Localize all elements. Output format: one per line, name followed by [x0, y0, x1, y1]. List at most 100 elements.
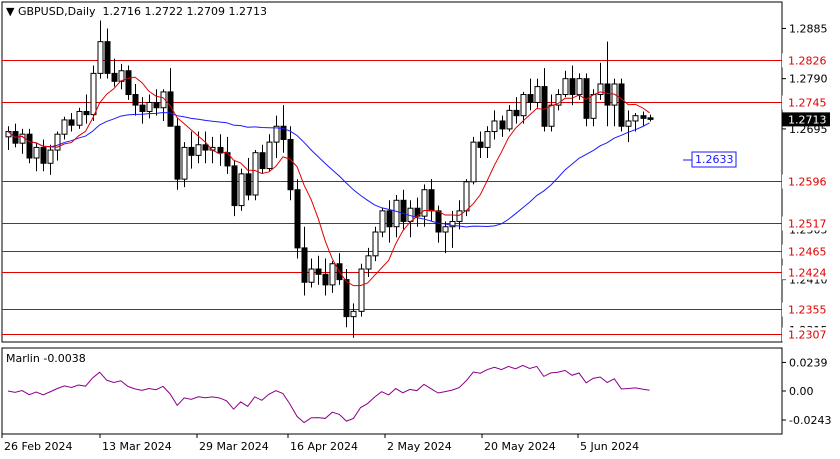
bearish-candle: [188, 146, 195, 156]
bearish-candle: [259, 152, 266, 170]
level-label-bg: [782, 53, 830, 68]
date-label: 5 Jun 2024: [580, 440, 639, 453]
date-label: 2 May 2024: [387, 440, 452, 453]
bearish-candle: [618, 83, 625, 127]
bullish-candle: [350, 310, 357, 318]
bearish-candle: [301, 247, 308, 283]
date-label: 29 Mar 2024: [199, 440, 269, 453]
fast-moving-average-line: [7, 76, 650, 287]
indicator-axis: 0.0239 0.00 -0.0243: [782, 356, 831, 427]
price-panel-frame: [1, 1, 783, 343]
bullish-candle: [358, 268, 365, 312]
bullish-candle: [576, 78, 583, 96]
bearish-candle: [541, 86, 548, 127]
time-axis: 26 Feb 2024 13 Mar 2024 29 Mar 2024 16 Apr …: [1, 434, 639, 453]
bullish-candle: [54, 133, 61, 151]
indicator-tick-label: 0.0239: [789, 356, 828, 369]
bearish-candle: [513, 109, 520, 117]
bullish-candle: [625, 120, 632, 127]
bullish-candle: [379, 210, 386, 233]
bearish-candle: [40, 146, 47, 164]
bullish-candle: [160, 91, 167, 109]
oscillator-line: [7, 364, 650, 424]
bearish-candle: [428, 189, 435, 212]
bullish-candle: [463, 181, 470, 212]
level-label-bg: [782, 244, 830, 259]
bullish-candle: [534, 86, 541, 103]
date-label: 26 Feb 2024: [4, 440, 72, 453]
indicator-tick-label: 0.00: [789, 385, 814, 398]
date-label: 16 Apr 2024: [290, 440, 358, 453]
level-label: 1.2465: [788, 246, 827, 259]
bullish-candle: [632, 115, 639, 122]
bullish-candle: [195, 144, 202, 156]
bullish-candle: [484, 131, 491, 148]
level-label-bg: [782, 327, 830, 342]
ohlc-values: 1.2716 1.2722 1.2709 1.2713: [102, 5, 267, 18]
bullish-candle: [61, 119, 68, 135]
bullish-candle: [442, 226, 449, 233]
bullish-candle: [33, 146, 40, 159]
level-label-bg: [782, 95, 830, 110]
bullish-candle: [470, 141, 477, 183]
bullish-candle: [421, 189, 428, 217]
level-price-labels: 1.2826 1.2745 1.2596 1.2517 1.2465 1.2424 1.23…: [782, 53, 830, 342]
bullish-candle: [238, 173, 245, 207]
bearish-candle: [132, 94, 139, 106]
bullish-candle: [118, 70, 125, 82]
bearish-candle: [111, 72, 118, 82]
bearish-candle: [104, 41, 111, 74]
bearish-candle: [400, 199, 407, 222]
slow-moving-average-line: [7, 111, 650, 228]
ma-value-label: 1.2633: [683, 151, 737, 168]
bearish-candle: [125, 70, 132, 96]
level-label: 1.2826: [788, 55, 827, 68]
indicator-value: -0.0038: [43, 352, 86, 365]
bearish-candle: [322, 273, 329, 286]
bullish-candle: [76, 110, 83, 126]
bearish-candle: [217, 146, 224, 154]
ma-label-text: 1.2633: [695, 153, 734, 166]
bearish-candle: [26, 133, 33, 159]
bullish-candle: [19, 133, 26, 144]
bearish-candle: [202, 144, 209, 151]
level-label: 1.2745: [788, 97, 827, 110]
bearish-candle: [477, 141, 484, 148]
bearish-candle: [139, 104, 146, 112]
date-label: 20 May 2024: [484, 440, 556, 453]
candlesticks: [5, 20, 654, 338]
level-label-bg: [782, 216, 830, 231]
level-label: 1.2517: [788, 218, 827, 231]
bullish-candle: [393, 199, 400, 228]
bullish-candle: [456, 210, 463, 222]
bullish-candle: [47, 149, 54, 164]
collapse-triangle-icon[interactable]: ▼: [6, 5, 15, 18]
bearish-candle: [640, 115, 647, 119]
bullish-candle: [548, 104, 555, 127]
bearish-candle: [647, 117, 654, 120]
level-label: 1.2424: [788, 267, 827, 280]
chart-header: ▼ GBPUSD,Daily 1.2716 1.2722 1.2709 1.27…: [6, 5, 267, 18]
ma-label-box: [691, 151, 737, 168]
indicator-panel: [1, 347, 783, 435]
bullish-candle: [266, 141, 273, 170]
bullish-candle: [562, 78, 569, 96]
price-panel: [1, 1, 783, 343]
bearish-candle: [68, 119, 75, 126]
current-price-label: 1.2713: [788, 113, 827, 126]
bearish-candle: [294, 189, 301, 249]
bullish-candle: [181, 146, 188, 180]
bearish-candle: [287, 138, 294, 191]
bearish-candle: [569, 78, 576, 96]
bearish-candle: [231, 165, 238, 207]
bearish-candle: [167, 91, 174, 127]
bearish-candle: [174, 125, 181, 180]
bullish-candle: [597, 83, 604, 96]
bearish-candle: [386, 210, 393, 228]
bullish-candle: [329, 263, 336, 286]
indicator-panel-frame: [1, 347, 783, 435]
date-label: 13 Mar 2024: [102, 440, 172, 453]
bullish-candle: [491, 120, 498, 133]
bearish-candle: [527, 94, 534, 103]
